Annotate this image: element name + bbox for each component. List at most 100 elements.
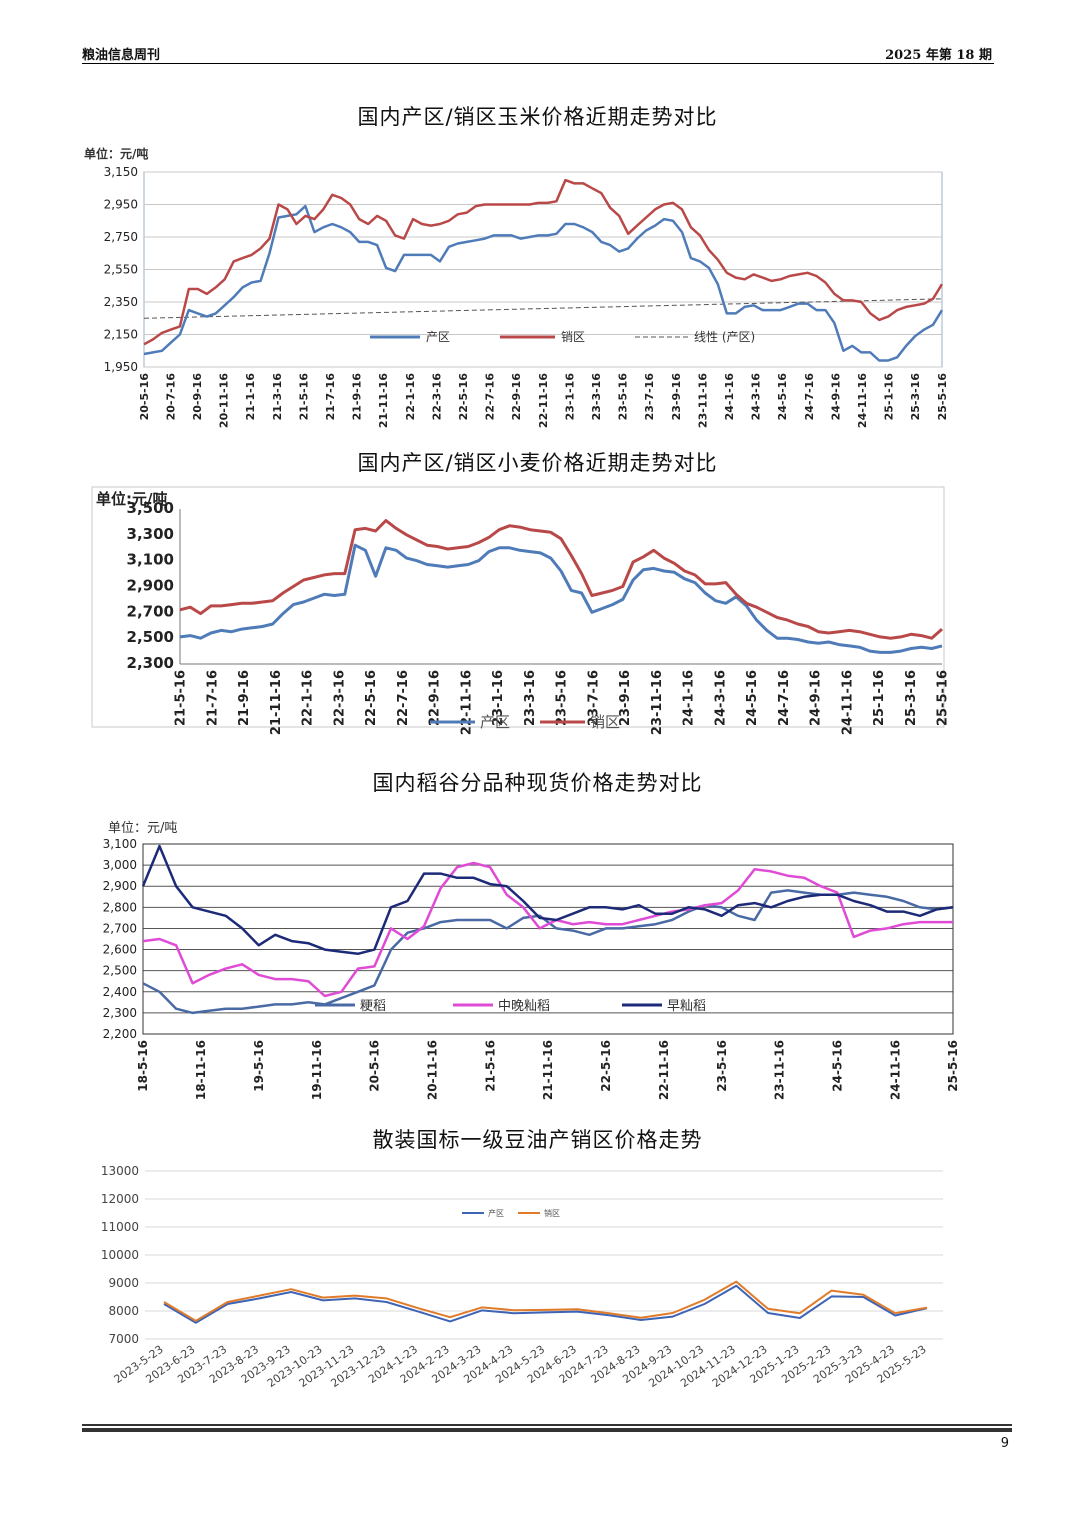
unit-label: 单位：元/吨: [108, 821, 177, 836]
y-tick-label: 12000: [101, 1192, 139, 1206]
x-tick-label: 22-1-16: [301, 670, 316, 726]
x-tick-label: 21-11-16: [377, 373, 390, 428]
y-tick-label: 13000: [101, 1164, 139, 1178]
x-tick-label: 22-9-16: [510, 373, 523, 421]
unit-label: 单位:元/吨: [96, 490, 167, 508]
x-tick-label: 20-7-16: [164, 373, 177, 421]
publication-name: 粮油信息周刊: [82, 48, 161, 63]
y-tick-label: 7000: [108, 1332, 139, 1346]
x-tick-label: 23-5-16: [715, 1040, 729, 1092]
x-tick-label: 22-3-16: [332, 670, 347, 726]
y-tick-label: 2,500: [103, 964, 137, 978]
y-tick-label: 2,300: [127, 654, 174, 672]
legend-label-chanqu: 产区: [488, 1208, 504, 1218]
series-line-zhongwan: [142, 861, 953, 998]
x-tick-label: 24-1-16: [723, 373, 736, 421]
x-tick-label: 24-5-16: [776, 373, 789, 421]
legend-label-xiaoqu: 销区: [544, 1208, 560, 1218]
x-tick-label: 20-9-16: [191, 373, 204, 421]
x-tick-label: 23-1-16: [563, 373, 576, 421]
x-tick-label: 23-9-16: [670, 373, 683, 421]
y-tick-label: 2,900: [127, 577, 174, 595]
x-tick-label: 23-5-16: [617, 373, 630, 421]
x-tick-label: 20-5-16: [368, 1040, 382, 1092]
trend-line: [143, 298, 943, 319]
x-tick-label: 23-11-16: [773, 1040, 787, 1100]
x-tick-label: 23-7-16: [643, 373, 656, 421]
issue-number: 2025 年第 18 期: [885, 48, 992, 63]
x-tick-label: 18-11-16: [194, 1040, 208, 1100]
series-line-zaoxian: [141, 844, 954, 956]
x-tick-label: 23-1-16: [491, 670, 506, 726]
x-tick-label: 24-9-16: [809, 670, 824, 726]
chart-title-soyoil: 散装国标一级豆油产销区价格走势: [372, 1128, 703, 1152]
series-line-xiaoqu: [179, 519, 943, 640]
y-tick-label: 2,600: [103, 943, 137, 957]
x-tick-label: 22-3-16: [430, 373, 443, 421]
y-tick-label: 8000: [108, 1304, 139, 1318]
series-line-xiaoqu: [143, 178, 944, 346]
chart-title-rice: 国内稻谷分品种现货价格走势对比: [372, 771, 703, 795]
legend-label-xiaoqu: 销区: [590, 713, 620, 731]
rice-price-chart: 2,200 2,300 2,400 2,500 2,600 2,700 2,800 2,900…: [103, 821, 961, 1100]
x-tick-label: 22-9-16: [428, 670, 443, 726]
x-tick-label: 24-5-16: [830, 1040, 844, 1092]
y-tick-label: 2,200: [103, 1027, 137, 1041]
series-line-xiaoqu: [163, 1280, 928, 1322]
y-tick-label: 1,950: [104, 360, 138, 374]
y-tick-label: 2,550: [104, 263, 138, 277]
x-tick-label: 24-7-16: [803, 373, 816, 421]
x-tick-label: 23-7-16: [586, 670, 601, 726]
y-tick-label: 2,800: [103, 900, 137, 914]
x-tick-label: 24-9-16: [829, 373, 842, 421]
x-tick-label: 23-11-16: [696, 373, 709, 428]
soyoil-price-chart: 700080009000100001100012000130002023-5-2…: [101, 1164, 943, 1390]
header-rule: [82, 63, 994, 64]
x-tick-label: 24-7-16: [777, 670, 792, 726]
y-tick-label: 3,100: [103, 837, 137, 851]
y-tick-label: 2,150: [104, 328, 138, 342]
x-tick-label: 22-7-16: [484, 373, 497, 421]
x-tick-label: 20-11-16: [218, 373, 231, 428]
x-tick-label: 24-11-16: [856, 373, 869, 428]
y-tick-label: 2,400: [103, 985, 137, 999]
x-tick-label: 25-1-16: [883, 373, 896, 421]
x-tick-label: 21-9-16: [351, 373, 364, 421]
x-tick-label: 22-11-16: [657, 1040, 671, 1100]
y-tick-label: 2,300: [103, 1006, 137, 1020]
x-tick-label: 21-7-16: [324, 373, 337, 421]
x-tick-label: 21-3-16: [271, 373, 284, 421]
footer-rule-thin: [82, 1424, 1012, 1426]
legend-label-zhongwan: 中晚籼稻: [498, 999, 550, 1014]
y-tick-label: 2,350: [104, 295, 138, 309]
x-tick-label: 24-3-16: [713, 670, 728, 726]
x-tick-label: 25-5-16: [936, 373, 949, 421]
wheat-price-chart: 2,300 2,500 2,700 2,900 3,100 3,300 3,500单位:元/…: [91, 486, 951, 735]
x-tick-label: 22-7-16: [396, 670, 411, 726]
x-tick-label: 24-5-16: [745, 670, 760, 726]
x-tick-label: 24-11-16: [840, 670, 855, 735]
x-tick-label: 25-5-16: [936, 670, 951, 726]
x-tick-label: 25-1-16: [872, 670, 887, 726]
page-number: 9: [1000, 1436, 1009, 1451]
x-tick-label: 19-11-16: [310, 1040, 324, 1100]
chart-title-wheat: 国内产区/销区小麦价格近期走势对比: [357, 451, 718, 475]
x-tick-label: 24-3-16: [750, 373, 763, 421]
x-tick-label: 21-1-16: [244, 373, 257, 421]
x-tick-label: 25-3-16: [904, 670, 919, 726]
legend-label-chanqu: 产区: [480, 713, 510, 731]
x-tick-label: 20-5-16: [138, 373, 151, 421]
x-tick-label: 21-11-16: [541, 1040, 555, 1100]
x-tick-label: 23-3-16: [523, 670, 538, 726]
x-tick-label: 24-1-16: [682, 670, 697, 726]
x-tick-label: 18-5-16: [136, 1040, 150, 1092]
x-tick-label: 22-5-16: [364, 670, 379, 726]
x-tick-label: 20-11-16: [425, 1040, 439, 1100]
series-line-gengdao: [142, 889, 954, 1015]
x-tick-label: 21-11-16: [269, 670, 284, 735]
y-tick-label: 3,500: [127, 499, 174, 517]
x-tick-label: 21-5-16: [174, 670, 189, 726]
y-tick-label: 3,150: [104, 165, 138, 179]
series-line-chanqu: [163, 1284, 928, 1324]
chart-title-corn: 国内产区/销区玉米价格近期走势对比: [357, 105, 718, 129]
